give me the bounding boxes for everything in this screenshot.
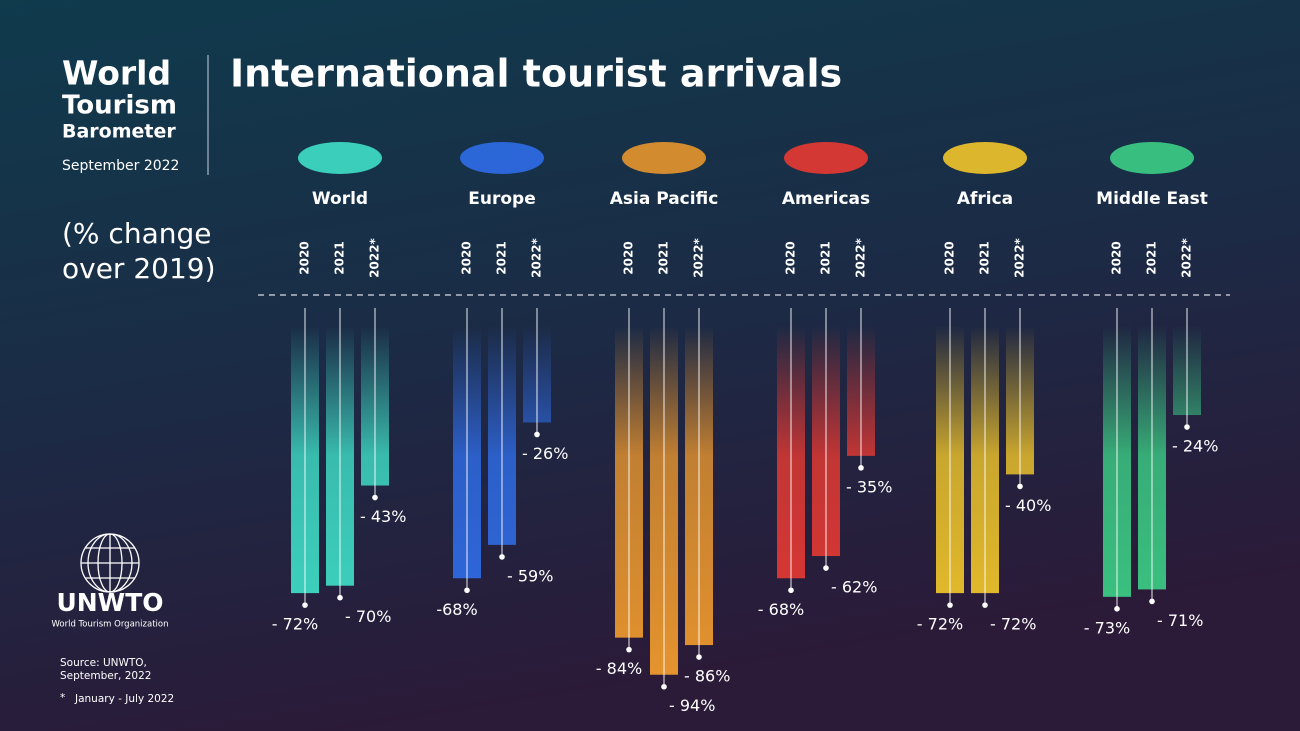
value-label: - 72% — [272, 615, 318, 634]
value-label: - 86% — [684, 667, 730, 686]
region-map — [460, 142, 544, 174]
year-label: 2020 — [784, 241, 798, 274]
footnote-mark: * — [60, 692, 65, 704]
year-label: 2020 — [622, 241, 636, 274]
pointer-dot — [982, 602, 988, 608]
pointer-dot — [464, 587, 470, 594]
brand-line: World — [62, 54, 171, 93]
year-label: 2020 — [943, 241, 957, 274]
year-label: 2020 — [298, 241, 312, 274]
region-map — [943, 142, 1027, 174]
pointer-dot — [947, 602, 953, 608]
region-label: Americas — [782, 189, 870, 209]
brand-line: Tourism — [62, 91, 177, 121]
year-label: 2020 — [460, 241, 474, 274]
pointer-dot — [823, 565, 829, 571]
chart-title: International tourist arrivals — [230, 52, 842, 96]
region-map — [1110, 142, 1194, 174]
year-label: 2022* — [854, 237, 868, 277]
year-label: 2021 — [1145, 241, 1159, 274]
value-label: - 59% — [507, 566, 553, 585]
pointer-dot — [626, 646, 632, 653]
brand-line: Barometer — [62, 121, 176, 143]
brand-date: September 2022 — [62, 158, 179, 174]
region-map — [784, 142, 868, 174]
value-label: - 26% — [522, 444, 568, 463]
logo-name: UNWTO — [56, 588, 163, 617]
value-label: - 24% — [1172, 437, 1218, 456]
value-label: - 73% — [1084, 618, 1130, 637]
value-label: - 35% — [846, 477, 892, 496]
year-label: 2020 — [1110, 241, 1124, 274]
pointer-dot — [499, 554, 505, 560]
year-label: 2021 — [978, 241, 992, 274]
value-label: - 71% — [1157, 611, 1203, 630]
subtitle: over 2019) — [62, 252, 216, 285]
logo — [80, 533, 140, 593]
region-map — [298, 142, 382, 174]
pointer-dot — [788, 587, 794, 594]
pointer-dot — [1149, 598, 1155, 605]
pointer-dot — [1184, 424, 1190, 430]
year-label: 2021 — [819, 241, 833, 274]
year-label: 2021 — [657, 241, 671, 274]
pointer-dot — [661, 683, 667, 690]
year-label: 2022* — [692, 237, 706, 277]
source: September, 2022 — [60, 670, 151, 682]
value-label: - 62% — [831, 578, 877, 597]
subtitle: (% change — [62, 217, 211, 250]
pointer-dot — [858, 465, 864, 471]
region-map — [622, 142, 706, 174]
year-label: 2022* — [1013, 237, 1027, 277]
pointer-dot — [372, 494, 378, 501]
value-label: - 72% — [990, 615, 1036, 634]
footnote: January - July 2022 — [74, 693, 174, 705]
logo-org: World Tourism Organization — [51, 620, 168, 630]
region-label: Asia Pacific — [610, 189, 719, 209]
value-label: - 40% — [1005, 496, 1051, 515]
region-label: Europe — [468, 189, 535, 209]
region-label: World — [312, 189, 368, 209]
pointer-dot — [696, 654, 702, 660]
year-label: 2021 — [333, 241, 347, 274]
value-label: -68% — [436, 600, 477, 619]
pointer-dot — [302, 602, 308, 608]
source: Source: UNWTO, — [60, 657, 147, 669]
value-label: - 94% — [669, 696, 715, 715]
year-label: 2021 — [495, 241, 509, 274]
value-label: - 84% — [596, 659, 642, 678]
value-label: - 43% — [360, 507, 406, 526]
region-label: Africa — [957, 189, 1013, 209]
value-label: - 72% — [917, 615, 963, 634]
value-label: - 70% — [345, 607, 391, 626]
year-label: 2022* — [1180, 237, 1194, 277]
pointer-dot — [534, 431, 540, 438]
pointer-dot — [337, 594, 343, 601]
value-label: - 68% — [758, 600, 804, 619]
pointer-dot — [1114, 606, 1120, 612]
year-label: 2022* — [530, 237, 544, 277]
region-label: Middle East — [1096, 189, 1208, 209]
year-label: 2022* — [368, 237, 382, 277]
pointer-dot — [1017, 483, 1023, 490]
